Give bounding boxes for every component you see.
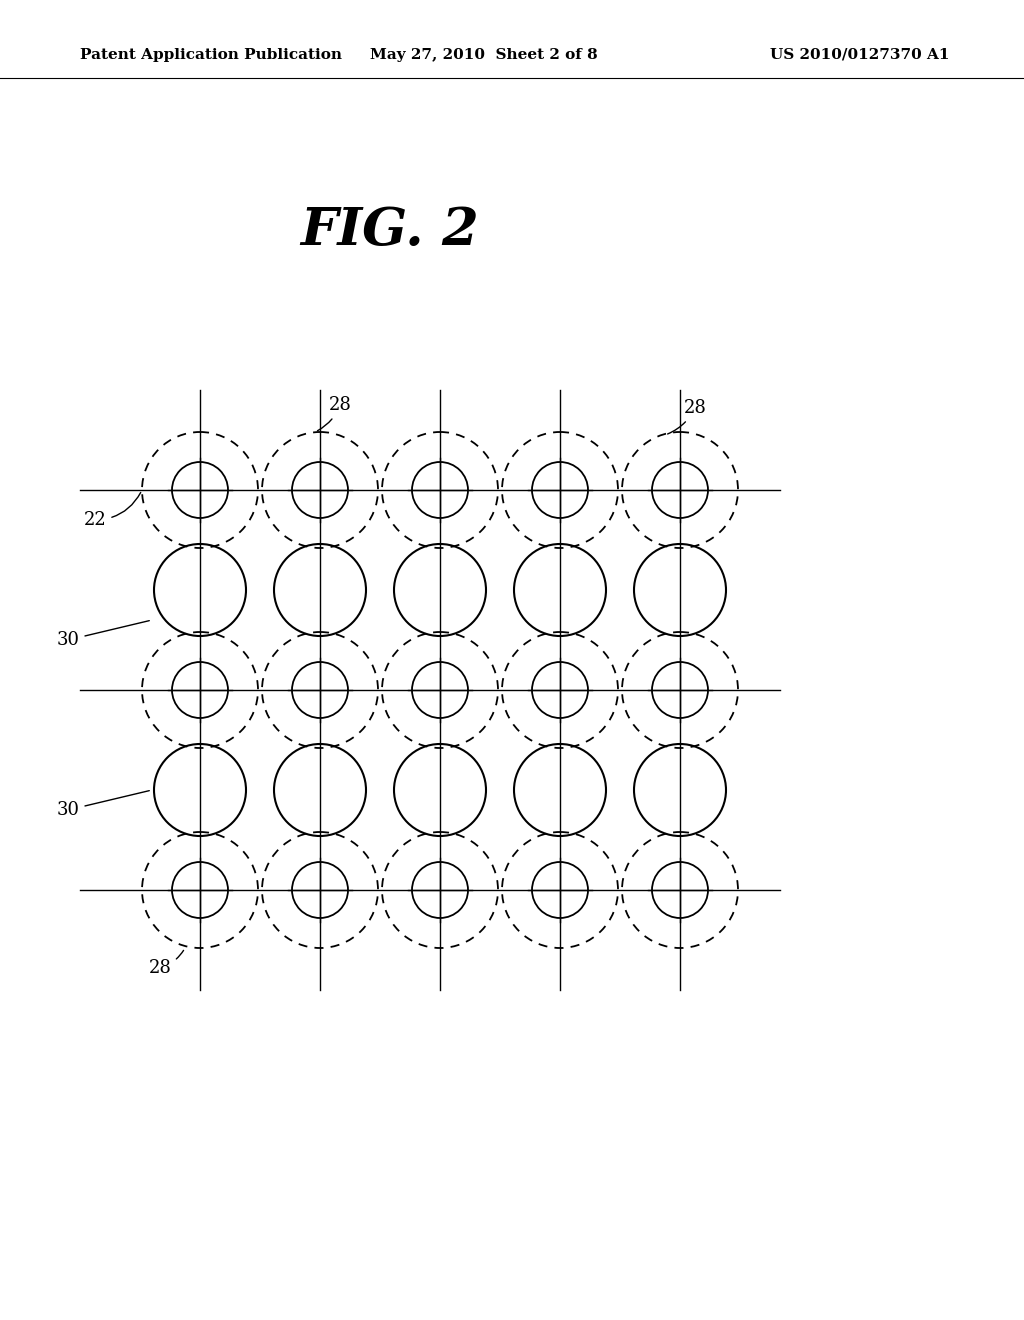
- Text: 28: 28: [317, 396, 351, 430]
- Text: 22: 22: [84, 492, 140, 529]
- Text: 30: 30: [56, 791, 150, 818]
- Text: US 2010/0127370 A1: US 2010/0127370 A1: [770, 48, 949, 62]
- Text: FIG. 2: FIG. 2: [301, 205, 479, 256]
- Text: 28: 28: [148, 950, 183, 977]
- Text: Patent Application Publication: Patent Application Publication: [80, 48, 342, 62]
- Text: May 27, 2010  Sheet 2 of 8: May 27, 2010 Sheet 2 of 8: [370, 48, 598, 62]
- Text: 28: 28: [668, 399, 707, 434]
- Text: 30: 30: [56, 620, 150, 649]
